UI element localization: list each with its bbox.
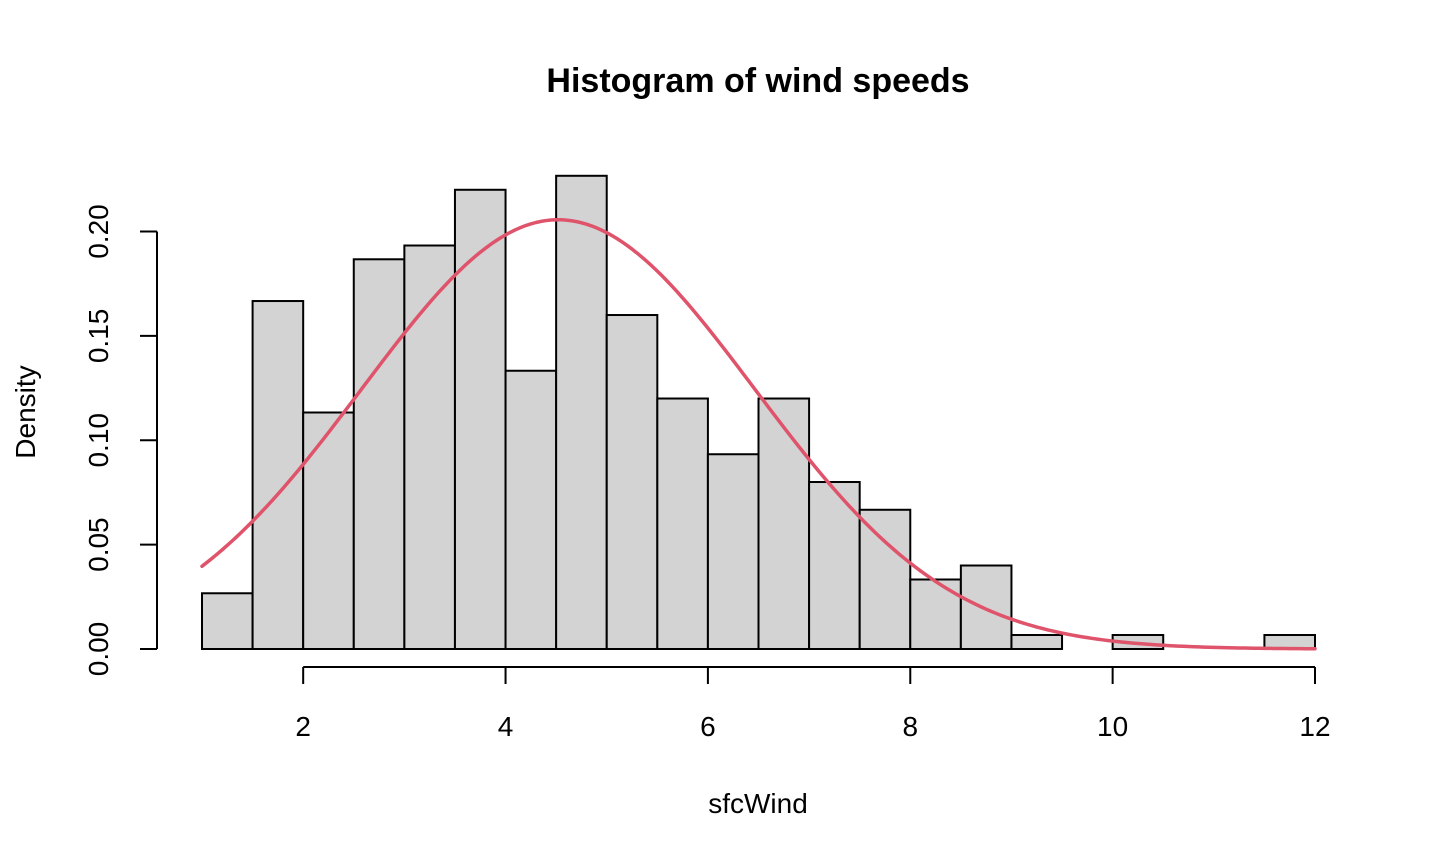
histogram-bar-8 xyxy=(605,314,659,650)
y-tick-label: 0.10 xyxy=(83,413,114,468)
x-tick-label: 12 xyxy=(1299,711,1330,742)
histogram-bar-5 xyxy=(453,188,507,650)
histogram-bar-7 xyxy=(555,174,608,650)
y-tick-label: 0.15 xyxy=(83,309,114,364)
histogram-bar-16 xyxy=(1010,634,1064,651)
x-tick-label: 6 xyxy=(700,711,716,742)
y-tick-label: 0.05 xyxy=(83,517,114,572)
histogram-bar-13 xyxy=(858,508,912,650)
y-tick-label: 0.20 xyxy=(83,204,114,259)
chart-title: Histogram of wind speeds xyxy=(546,62,969,100)
histogram-bar-2 xyxy=(302,411,355,650)
y-tick-label: 0.00 xyxy=(83,622,114,677)
histogram-bar-0 xyxy=(201,592,254,650)
x-axis-label: sfcWind xyxy=(708,788,808,819)
histogram-bar-4 xyxy=(403,244,456,650)
density-curve xyxy=(200,218,1317,651)
histogram-bar-11 xyxy=(757,397,811,650)
histogram-bar-14 xyxy=(909,578,962,651)
histogram-bar-9 xyxy=(656,397,709,650)
x-tick-label: 10 xyxy=(1097,711,1128,742)
histogram-bars xyxy=(201,174,1316,651)
histogram-bar-3 xyxy=(352,258,406,650)
y-axis-label: Density xyxy=(10,365,41,458)
y-axis: 0.00 0.05 0.10 0.15 0.20 xyxy=(83,204,158,677)
x-tick-label: 4 xyxy=(498,711,514,742)
histogram-bar-6 xyxy=(504,369,558,650)
histogram-bar-10 xyxy=(706,453,760,650)
x-axis: 2 4 6 8 10 12 xyxy=(295,666,1331,742)
x-tick-label: 8 xyxy=(902,711,918,742)
x-tick-label: 2 xyxy=(295,711,311,742)
